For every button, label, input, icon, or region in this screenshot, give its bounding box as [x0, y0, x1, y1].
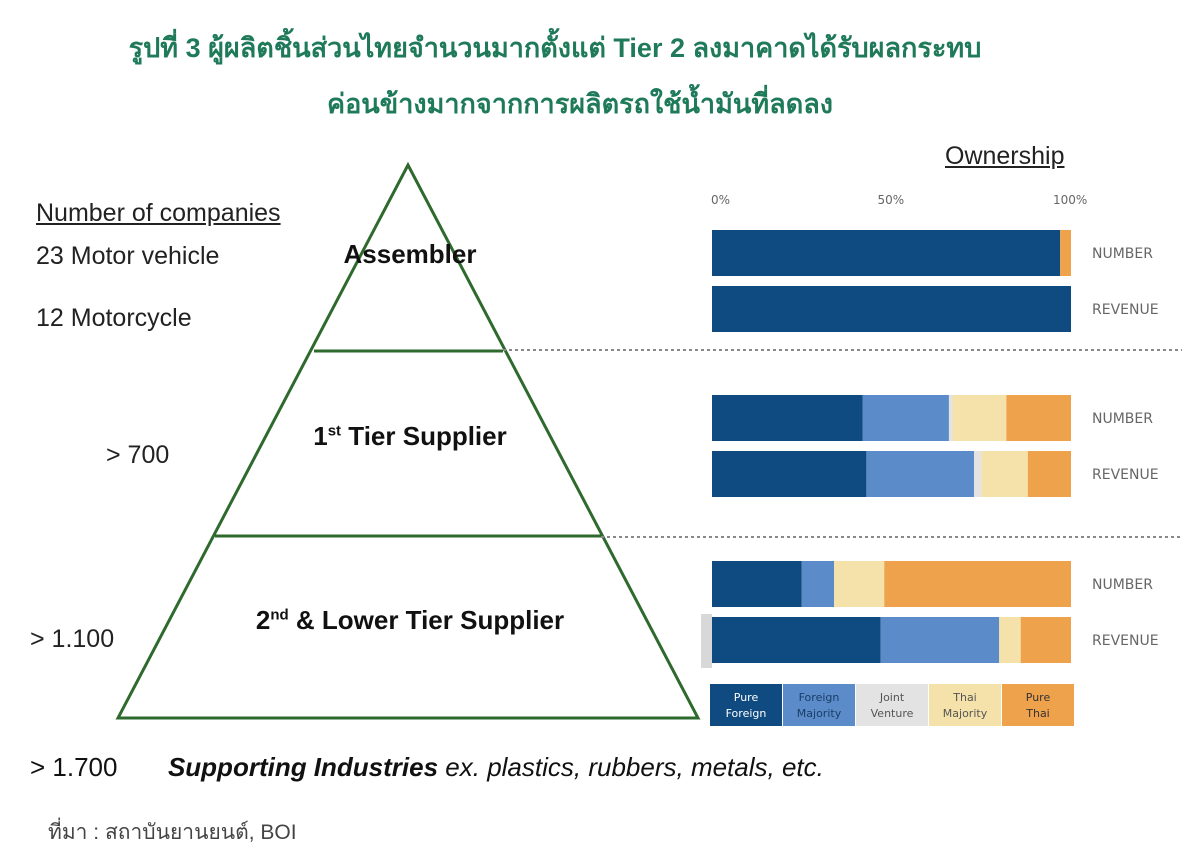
tier1-label-text: Tier Supplier — [341, 421, 507, 451]
x-tick-label: 0% — [711, 193, 730, 207]
row-label: NUMBER — [1092, 411, 1153, 427]
chart-title-line2: ค่อนข้างมากจากการผลิตรถใช้น้ำมันที่ลดลง — [327, 89, 833, 119]
tier1-label-suffix: st — [327, 422, 342, 440]
pyramid-outline — [115, 161, 701, 720]
bar-segment-2-1 — [712, 286, 1071, 332]
tier2-label: 2nd & Lower Tier Supplier — [200, 605, 620, 636]
supporting-examples: ex. plastics, rubbers, metals, etc. — [438, 752, 824, 782]
companies-heading: Number of companies — [36, 199, 281, 227]
bar-segment-6-4 — [999, 617, 1021, 663]
legend-label: Pure Foreign — [726, 691, 767, 720]
bar-segment-5-5 — [884, 561, 1071, 607]
tier2-label-number: 2 — [255, 605, 271, 635]
row-label: NUMBER — [1092, 246, 1153, 262]
legend-label: Pure Thai — [1025, 691, 1050, 720]
assembler-count-motor-vehicle: 23 Motor vehicle — [36, 242, 220, 270]
bar-segment-3-1 — [712, 395, 863, 441]
bar-segment-3-2 — [862, 395, 949, 441]
bar-segment-5-1 — [712, 561, 802, 607]
bar-segment-6-1 — [712, 617, 881, 663]
bar-segment-3-5 — [1006, 395, 1071, 441]
bar-segment-5-4 — [834, 561, 885, 607]
bar-segment-1-1 — [712, 230, 1061, 276]
x-tick-label: 50% — [878, 193, 905, 207]
row-label: NUMBER — [1092, 577, 1153, 593]
tier2-label-suffix: nd — [270, 606, 289, 624]
x-tick-label: 100% — [1053, 193, 1087, 207]
chart-title-line1: รูปที่ 3 ผู้ผลิตชิ้นส่วนไทยจำนวนมากตั้งแ… — [128, 33, 982, 63]
bar-segment-4-2 — [866, 451, 975, 497]
assembler-count-motorcycle: 12 Motorcycle — [36, 304, 192, 332]
tier-assembler-label: Assembler — [343, 239, 477, 269]
bar-segment-3-4 — [952, 395, 1007, 441]
legend-label: Thai Majority — [943, 691, 988, 720]
tier2-count: > 1.100 — [30, 625, 115, 653]
bar-shadow — [701, 614, 712, 668]
tier2-label-text: & Lower Tier Supplier — [288, 605, 565, 635]
bar-segment-4-1 — [712, 451, 867, 497]
bar-segment-4-4 — [981, 451, 1028, 497]
tier1-count: > 700 — [106, 441, 170, 469]
source-note: ที่มา : สถาบันยานยนต์, BOI — [48, 821, 297, 844]
legend-swatch — [1002, 684, 1074, 726]
legend-swatch — [856, 684, 928, 726]
tier1-label: 1st Tier Supplier — [250, 421, 570, 452]
bar-segment-4-5 — [1027, 451, 1071, 497]
legend-label: Joint Venture — [871, 691, 914, 720]
tier1-label-number: 1 — [313, 421, 328, 451]
legend-swatch — [929, 684, 1001, 726]
ownership-title: Ownership — [945, 142, 1065, 170]
bar-segment-6-2 — [880, 617, 1000, 663]
supporting-title: Supporting Industries — [167, 752, 439, 782]
bar-segment-6-5 — [1020, 617, 1071, 663]
bar-segment-4-3 — [974, 451, 982, 497]
row-label: REVENUE — [1092, 633, 1159, 649]
legend-label: Foreign Majority — [797, 691, 842, 720]
legend-swatch — [710, 684, 782, 726]
bar-segment-1-5 — [1060, 230, 1071, 276]
supporting-industries: > 1.700 Supporting Industries ex. plasti… — [30, 752, 824, 783]
bar-segment-5-2 — [801, 561, 835, 607]
supporting-count: > 1.700 — [30, 752, 118, 782]
row-label: REVENUE — [1092, 302, 1159, 318]
row-label: REVENUE — [1092, 467, 1159, 483]
bar-segment-3-3 — [948, 395, 953, 441]
legend-swatch — [783, 684, 855, 726]
